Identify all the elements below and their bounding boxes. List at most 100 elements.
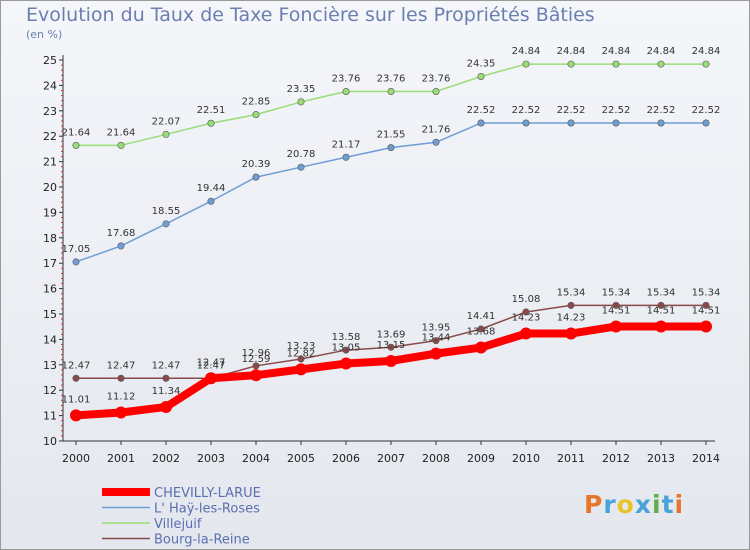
logo-letter: P <box>584 490 604 519</box>
data-label: 22.52 <box>512 105 541 116</box>
data-point <box>297 163 305 171</box>
legend-label: Bourg-la-Reine <box>154 533 250 548</box>
data-label: 24.84 <box>512 46 541 57</box>
data-label: 11.01 <box>62 394 91 405</box>
y-tick-label: 11 <box>43 410 57 423</box>
data-label: 24.84 <box>647 46 676 57</box>
x-tick-label: 2007 <box>377 452 405 465</box>
data-label: 22.52 <box>692 105 721 116</box>
data-point <box>297 98 305 106</box>
data-point <box>117 242 125 250</box>
data-point <box>70 409 82 422</box>
logo-letter: o <box>616 490 635 519</box>
data-point <box>342 153 350 161</box>
data-label: 24.84 <box>602 46 631 57</box>
data-label: 12.59 <box>242 354 271 365</box>
data-point <box>207 197 215 205</box>
y-tick-label: 17 <box>43 257 57 270</box>
x-tick-label: 2009 <box>467 452 495 465</box>
x-tick-label: 2012 <box>602 452 630 465</box>
x-tick-label: 2010 <box>512 452 540 465</box>
y-tick-label: 10 <box>43 435 57 448</box>
data-label: 14.41 <box>467 311 496 322</box>
data-label: 23.76 <box>422 73 451 84</box>
data-label: 13.05 <box>332 343 361 354</box>
x-tick-label: 2014 <box>692 452 720 465</box>
data-point <box>657 301 665 309</box>
data-label: 17.68 <box>107 228 136 239</box>
x-tick-label: 2004 <box>242 452 270 465</box>
y-tick-label: 15 <box>43 308 57 321</box>
proxiti-logo: Proxiti <box>584 490 684 519</box>
data-label: 12.82 <box>287 348 316 359</box>
series-2: 21.64 21.64 22.07 22.51 22.85 23.35 23.76 23.76… <box>62 46 720 149</box>
data-point <box>477 325 485 333</box>
y-tick-label: 25 <box>43 54 57 67</box>
data-point <box>612 119 620 127</box>
data-label: 19.44 <box>197 183 226 194</box>
y-tick-label: 20 <box>43 181 57 194</box>
data-point <box>520 327 532 340</box>
data-label: 15.34 <box>557 287 586 298</box>
data-point <box>475 341 487 354</box>
y-tick-label: 18 <box>43 232 57 245</box>
axes: 10 11 12 13 14 15 16 17 18 19 20 21 22 23 24 25 2000 2001… <box>43 54 720 465</box>
series-0: 11.01 11.12 11.34 12.47 12.59 12.82 13.05 13.15… <box>62 305 720 422</box>
y-tick-label: 14 <box>43 333 57 346</box>
x-tick-label: 2013 <box>647 452 675 465</box>
data-label: 22.52 <box>467 105 496 116</box>
data-point <box>72 258 80 266</box>
data-label: 18.55 <box>152 206 181 217</box>
data-point <box>700 320 712 333</box>
data-point <box>610 320 622 333</box>
data-label: 17.05 <box>62 244 91 255</box>
data-point <box>160 400 172 413</box>
data-label: 13.58 <box>332 332 361 343</box>
y-tick-label: 23 <box>43 105 57 118</box>
series-line <box>75 122 707 263</box>
data-label: 13.95 <box>422 323 451 334</box>
x-tick-label: 2011 <box>557 452 585 465</box>
data-label: 23.76 <box>332 73 361 84</box>
data-label: 15.34 <box>602 287 631 298</box>
data-label: 23.35 <box>287 84 316 95</box>
series-1: 17.05 17.68 18.55 19.44 20.39 20.78 21.17 21.55… <box>62 105 721 266</box>
y-tick-label: 16 <box>43 283 57 296</box>
data-point <box>115 406 127 419</box>
data-label: 13.15 <box>377 340 406 351</box>
y-tick-label: 12 <box>43 384 57 397</box>
y-tick-label: 21 <box>43 156 57 169</box>
data-point <box>117 374 125 382</box>
x-tick-label: 2008 <box>422 452 450 465</box>
data-label: 13.68 <box>467 327 496 338</box>
data-point <box>387 87 395 95</box>
data-label: 14.51 <box>602 305 631 316</box>
data-label: 15.08 <box>512 294 541 305</box>
data-label: 21.76 <box>422 124 451 135</box>
data-point <box>477 119 485 127</box>
legend-label: Villejuif <box>154 517 202 532</box>
data-point <box>702 60 710 68</box>
data-point <box>432 138 440 146</box>
x-tick-label: 2006 <box>332 452 360 465</box>
data-label: 22.51 <box>197 105 226 116</box>
data-label: 24.84 <box>557 46 586 57</box>
data-label: 11.12 <box>107 392 136 403</box>
data-point <box>385 354 397 367</box>
data-point <box>205 372 217 385</box>
data-label: 14.23 <box>512 313 541 324</box>
logo-letter: r <box>603 490 617 519</box>
data-label: 22.52 <box>602 105 631 116</box>
chart-title: Evolution du Taux de Taxe Foncière sur l… <box>26 4 595 26</box>
data-label: 24.35 <box>467 59 496 70</box>
data-label: 15.34 <box>692 287 721 298</box>
data-point <box>567 60 575 68</box>
data-label: 11.34 <box>152 386 181 397</box>
data-point <box>612 301 620 309</box>
series-3: 12.47 12.47 12.47 12.47 12.96 13.23 13.58 13.69… <box>62 287 721 382</box>
y-tick-label: 13 <box>43 359 57 372</box>
data-label: 21.64 <box>62 127 91 138</box>
data-point <box>432 87 440 95</box>
